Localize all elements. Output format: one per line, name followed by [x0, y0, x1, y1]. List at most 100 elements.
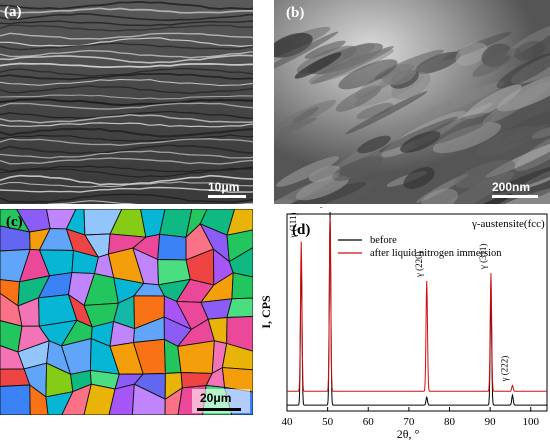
tem-lath — [308, 165, 341, 183]
tem-lath — [531, 125, 550, 139]
ebsd-grain — [221, 367, 253, 393]
panel-label-a: (a) — [4, 4, 22, 20]
chart-title: γ-austensite(fcc) — [471, 218, 545, 230]
ebsd-grain — [61, 383, 92, 415]
sem-striation — [0, 24, 253, 32]
tem-lath — [274, 182, 367, 204]
tem-lath — [510, 48, 550, 84]
sem-striation — [0, 62, 253, 68]
tem-lath — [304, 40, 346, 59]
tem-lath — [414, 112, 494, 147]
y-axis-label: I, CPS — [259, 295, 273, 329]
tem-lath — [482, 124, 548, 151]
tem-lath — [454, 160, 516, 189]
sem-striation — [0, 122, 253, 128]
scale-bar-c — [197, 408, 241, 411]
peak-label: γ (200) — [317, 207, 327, 209]
tem-lath — [378, 68, 409, 88]
sem-striation — [0, 12, 253, 22]
sem-striation — [0, 98, 253, 106]
ebsd-grain — [108, 383, 135, 415]
tem-lath — [434, 171, 515, 204]
tem-lath — [464, 193, 513, 204]
tem-lath — [414, 51, 461, 74]
tem-lath — [275, 99, 337, 130]
sem-striation — [0, 181, 253, 188]
ebsd-grain — [83, 383, 116, 415]
tem-lath — [338, 59, 398, 90]
ebsd-grain — [177, 340, 215, 374]
x-tick-label: 100 — [523, 416, 540, 428]
peak-label: γ (222) — [499, 356, 509, 383]
scale-bar-label-b: 200nm — [492, 180, 531, 194]
peak-label: γ (311) — [478, 244, 488, 270]
tem-lath — [274, 198, 295, 204]
scale-bar-label-c: 20μm — [200, 391, 232, 405]
tem-lath — [294, 52, 342, 79]
tem-lath — [432, 122, 502, 154]
sem-striation — [0, 67, 253, 77]
sem-striation — [0, 85, 253, 95]
ebsd-grain — [45, 391, 74, 415]
peak-label: γ (111) — [288, 213, 298, 239]
tem-lath — [356, 102, 394, 120]
legend-label-before: before — [370, 235, 397, 246]
x-tick-label: 40 — [282, 416, 294, 428]
ebsd-grain — [0, 384, 31, 415]
tem-image-panel: (b) 200nm — [274, 0, 550, 204]
ebsd-grain — [226, 229, 253, 263]
tem-lath — [465, 84, 522, 119]
ebsd-grain — [231, 272, 253, 300]
panel-label-b: (b) — [286, 5, 305, 21]
panel-label-c: (c) — [6, 214, 23, 230]
sem-micrograph — [0, 0, 253, 204]
sem-striation — [0, 37, 253, 48]
ebsd-grain — [164, 386, 183, 415]
xrd-chart-panel: 40 50 60 70 80 90 100 γ (111) γ (200) γ (220) γ (… — [258, 207, 550, 444]
sem-striation — [0, 193, 253, 204]
sem-striation — [0, 32, 253, 40]
x-tick-label: 70 — [403, 416, 415, 428]
sem-striation — [0, 110, 253, 120]
xrd-chart: 40 50 60 70 80 90 100 γ (111) γ (200) γ (220) γ (… — [259, 207, 548, 441]
sem-striation — [0, 134, 253, 142]
tem-lath — [378, 116, 458, 153]
tem-lath — [493, 162, 550, 194]
scale-bar-label-a: 10μm — [208, 180, 240, 194]
ebsd-grain — [131, 383, 166, 415]
tem-lath — [496, 72, 550, 112]
peak-label: γ (220) — [414, 251, 424, 278]
tem-lath — [415, 81, 505, 121]
tem-lath — [472, 47, 521, 77]
sem-striation — [0, 20, 253, 27]
ebsd-grain — [226, 209, 253, 236]
x-axis-label: 2θ, ° — [397, 427, 420, 441]
tem-lath — [514, 40, 546, 61]
ebsd-grain — [226, 297, 253, 318]
tem-lath — [485, 184, 550, 204]
sem-striation — [0, 186, 253, 193]
sem-striation — [0, 127, 253, 138]
tem-lath — [421, 188, 458, 204]
tem-lath — [276, 156, 340, 187]
panel-label-d: (d) — [292, 222, 311, 238]
sem-striation — [0, 72, 253, 81]
x-tick-label: 80 — [444, 416, 456, 428]
tem-lath — [455, 42, 488, 66]
sem-striation — [0, 78, 253, 87]
sem-striation — [0, 144, 253, 155]
sem-striation — [0, 0, 253, 10]
x-tick-label: 60 — [363, 416, 375, 428]
scale-bar-b — [492, 195, 538, 198]
tem-lath — [332, 156, 383, 181]
tem-lath — [295, 175, 349, 201]
sem-striation — [0, 7, 253, 15]
scale-bar-a — [208, 195, 246, 198]
series-line-after — [287, 217, 547, 392]
sem-striation — [47, 200, 253, 204]
ebsd-grain-map — [0, 209, 253, 415]
tem-micrograph — [274, 0, 550, 204]
legend-label-after: after liquid nitrogen immersion — [370, 248, 502, 259]
sem-striation — [0, 114, 253, 124]
tem-lath — [345, 91, 428, 135]
